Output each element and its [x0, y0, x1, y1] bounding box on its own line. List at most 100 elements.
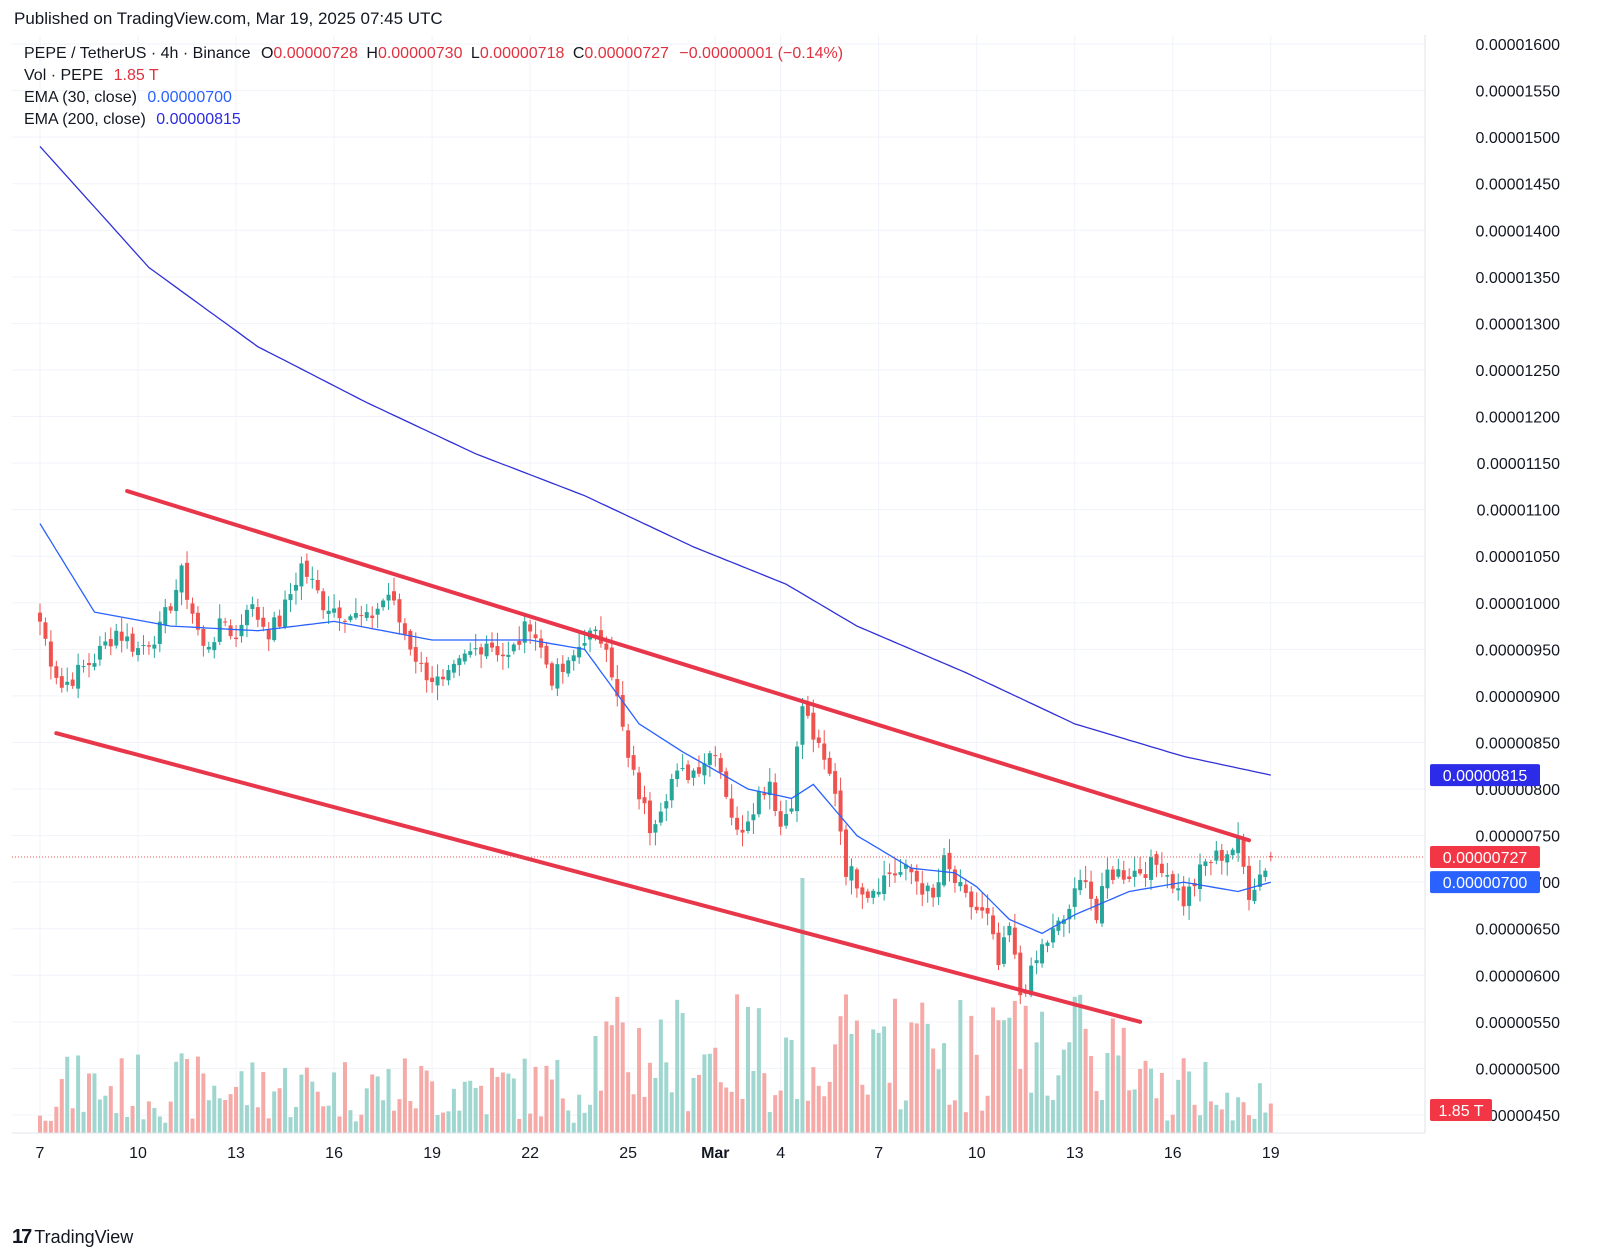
candle	[1214, 840, 1219, 865]
volume-badge	[1430, 1099, 1492, 1121]
candle	[696, 755, 701, 777]
legend-close-value: 0.00000727	[584, 45, 669, 62]
candle-body	[1132, 870, 1137, 877]
candle-body	[141, 644, 146, 646]
candle-body	[43, 622, 48, 639]
upper-trendline[interactable]	[125, 489, 1252, 843]
candle-body	[1176, 888, 1181, 891]
candle-body	[833, 771, 838, 794]
candle	[272, 611, 277, 642]
volume-bar	[724, 1087, 729, 1133]
volume-bar	[141, 1119, 146, 1133]
volume-bar	[451, 1088, 456, 1133]
volume-bar	[865, 1094, 870, 1133]
candle-body	[1236, 836, 1241, 854]
volume-bar	[1110, 1018, 1115, 1133]
candle-body	[963, 884, 968, 893]
candle-body	[539, 638, 544, 648]
tradingview-logo[interactable]: 17 TradingView	[12, 1226, 133, 1249]
candle-body	[490, 642, 495, 648]
volume-bar	[168, 1101, 173, 1133]
candle-body	[991, 915, 996, 935]
candle	[833, 762, 838, 807]
candle-body	[653, 824, 658, 833]
volume-bar	[1257, 1083, 1262, 1133]
volume-bar	[1089, 1056, 1094, 1133]
volume-bar	[446, 1111, 451, 1133]
volume-bar	[375, 1076, 380, 1133]
candle-body	[206, 646, 211, 650]
volume-bar	[1034, 1042, 1039, 1133]
candle-body	[1121, 870, 1126, 880]
candle-body	[898, 872, 903, 875]
volume-bar	[838, 1016, 843, 1133]
volume-bar	[1230, 1120, 1235, 1133]
volume-bar	[353, 1121, 358, 1133]
candle-body	[315, 580, 320, 591]
candle-body	[48, 641, 53, 667]
legend-change: −0.00000001 (−0.14%)	[679, 45, 844, 62]
volume-bar	[549, 1079, 554, 1133]
volume-bar	[729, 1091, 734, 1133]
x-tick-label: 19	[423, 1145, 441, 1162]
candle-body	[789, 808, 794, 812]
candle-body	[680, 768, 685, 770]
candle	[1072, 877, 1077, 920]
candle-body	[146, 645, 151, 647]
volume-bar	[1252, 1118, 1257, 1133]
volume-bar	[533, 1066, 538, 1133]
y-tick-label: 0.00000850	[1475, 735, 1560, 752]
volume-bar	[582, 1112, 587, 1133]
candle	[571, 649, 576, 671]
candle	[277, 609, 282, 630]
candle-body	[996, 932, 1001, 966]
volume-bar	[974, 1054, 979, 1133]
candle	[1148, 849, 1153, 891]
candle-body	[108, 639, 113, 647]
volume-bar	[1176, 1079, 1181, 1133]
candle	[402, 618, 407, 641]
candle	[304, 553, 309, 584]
volume-bar	[163, 1122, 168, 1133]
volume-bar	[310, 1081, 315, 1133]
candle	[647, 792, 652, 846]
volume-bar	[833, 1044, 838, 1133]
volume-bar	[206, 1100, 211, 1133]
candle	[136, 641, 141, 662]
candle-body	[740, 829, 745, 833]
candle-body	[827, 757, 832, 774]
candle-body	[261, 617, 266, 627]
candle-body	[1219, 850, 1224, 861]
candle-body	[136, 648, 141, 656]
candle-body	[544, 645, 549, 665]
candle-body	[103, 641, 108, 646]
candle-body	[506, 654, 511, 657]
candle-body	[985, 907, 990, 914]
candle-body	[348, 616, 353, 621]
candle	[991, 906, 996, 940]
volume-bar	[87, 1073, 92, 1133]
candle-body	[887, 872, 892, 875]
y-tick-label: 0.00001350	[1475, 270, 1560, 287]
y-tick-label: 0.00001500	[1475, 130, 1560, 147]
volume-bar	[506, 1073, 511, 1133]
y-tick-label: 0.00000900	[1475, 689, 1560, 706]
candle	[539, 629, 544, 659]
volume-bar	[441, 1112, 446, 1133]
ema200-line	[39, 145, 1271, 776]
lower-trendline[interactable]	[54, 731, 1143, 1024]
volume-bar	[59, 1079, 64, 1133]
candle-body	[381, 600, 386, 608]
legend-open-value: 0.00000728	[273, 45, 358, 62]
volume-bar	[217, 1098, 222, 1133]
volume-bar	[816, 1085, 821, 1133]
volume-bar	[1219, 1109, 1224, 1133]
candle-body	[217, 618, 222, 642]
candle	[1138, 856, 1143, 876]
volume-bar	[571, 1122, 576, 1133]
volume-bar	[288, 1117, 293, 1133]
volume-bar	[250, 1062, 255, 1133]
candle	[1029, 957, 1034, 998]
volume-bar	[157, 1116, 162, 1133]
